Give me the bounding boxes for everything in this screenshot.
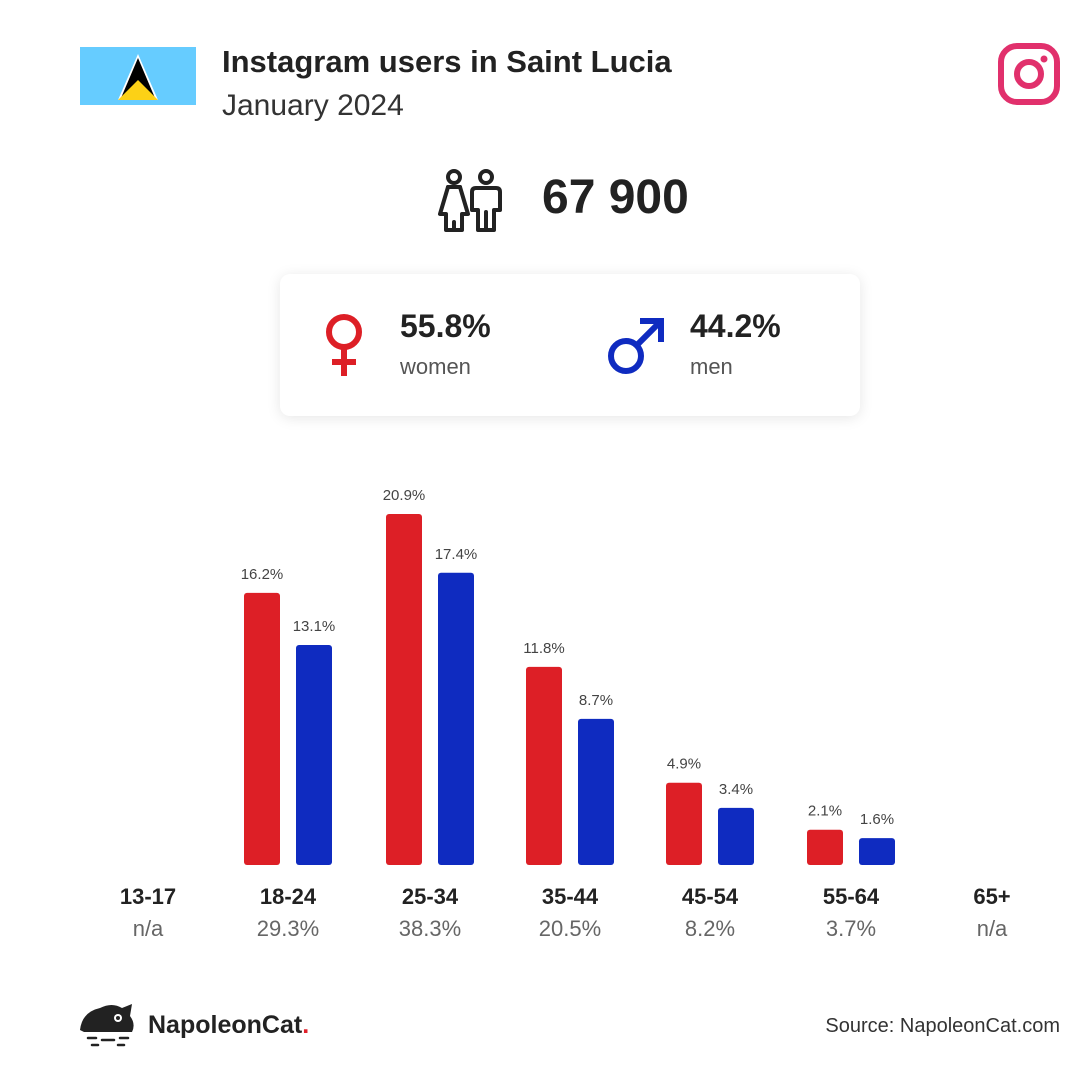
napoleoncat-logo-icon	[80, 1004, 134, 1047]
category-total: 20.5%	[538, 916, 602, 941]
bar-label-men-45-54: 3.4%	[719, 781, 753, 798]
source-note: Source: NapoleonCat.com	[825, 1015, 1060, 1037]
category-18-24: 18-24 29.3%	[228, 884, 348, 942]
bar-women-45-54	[666, 782, 702, 865]
bar-women-35-44	[526, 666, 562, 865]
bar-label-men-35-44: 8.7%	[579, 692, 613, 709]
male-symbol-icon	[608, 318, 664, 374]
age-bar-chart: 16.2% 13.1% 20.9% 17.4% 11.8% 8.7% 4.9% 3.4% 2.1…	[241, 487, 895, 865]
bar-label-women-35-44: 11.8%	[523, 640, 564, 657]
brand-dot: .	[302, 1011, 310, 1039]
instagram-icon	[998, 43, 1060, 105]
men-percent: 44.2%	[690, 308, 781, 344]
category-55-64: 55-64 3.7%	[791, 884, 911, 942]
category-total: 3.7%	[825, 916, 877, 941]
men-label: men	[690, 354, 733, 379]
category-total: n/a	[976, 916, 1008, 941]
bar-label-men-25-34: 17.4%	[435, 546, 478, 563]
bar-label-women-25-34: 20.9%	[383, 487, 426, 504]
category-total: n/a	[132, 916, 164, 941]
bar-men-45-54	[718, 807, 754, 865]
gender-split-card: 55.8% women 44.2% men	[280, 274, 860, 416]
category-name: 65+	[973, 884, 1011, 909]
bar-label-women-18-24: 16.2%	[241, 566, 284, 583]
bar-label-men-18-24: 13.1%	[293, 618, 336, 635]
women-label: women	[400, 354, 471, 379]
brand-name: NapoleonCat	[148, 1011, 303, 1039]
saint-lucia-flag-icon	[80, 47, 196, 105]
category-name: 18-24	[259, 884, 317, 909]
brand-logo-text: NapoleonCat.	[148, 1011, 309, 1040]
page-title: Instagram users in Saint Lucia	[222, 44, 672, 79]
category-total: 29.3%	[256, 916, 320, 941]
category-name: 55-64	[822, 884, 880, 909]
women-percent: 55.8%	[400, 308, 491, 344]
category-name: 35-44	[541, 884, 599, 909]
female-symbol-icon	[326, 314, 362, 376]
bar-label-women-55-64: 2.1%	[808, 803, 842, 820]
bar-label-men-55-64: 1.6%	[860, 811, 894, 828]
category-65+: 65+ n/a	[932, 884, 1052, 942]
category-total: 8.2%	[684, 916, 736, 941]
category-25-34: 25-34 38.3%	[370, 884, 490, 942]
bar-men-35-44	[578, 718, 614, 865]
category-35-44: 35-44 20.5%	[510, 884, 630, 942]
bar-men-25-34	[438, 572, 474, 865]
category-45-54: 45-54 8.2%	[650, 884, 770, 942]
category-name: 45-54	[681, 884, 739, 909]
category-13-17: 13-17 n/a	[88, 884, 208, 942]
bar-women-18-24	[244, 592, 280, 865]
bar-women-25-34	[386, 514, 422, 865]
total-users-value: 67 900	[542, 171, 689, 224]
bar-label-women-45-54: 4.9%	[667, 756, 701, 773]
bar-men-18-24	[296, 644, 332, 865]
page-subtitle: January 2024	[222, 89, 404, 122]
category-name: 25-34	[401, 884, 459, 909]
people-icon	[438, 169, 502, 232]
bar-women-55-64	[807, 829, 843, 865]
category-name: 13-17	[119, 884, 177, 909]
bar-men-55-64	[859, 838, 895, 865]
category-total: 38.3%	[398, 916, 462, 941]
